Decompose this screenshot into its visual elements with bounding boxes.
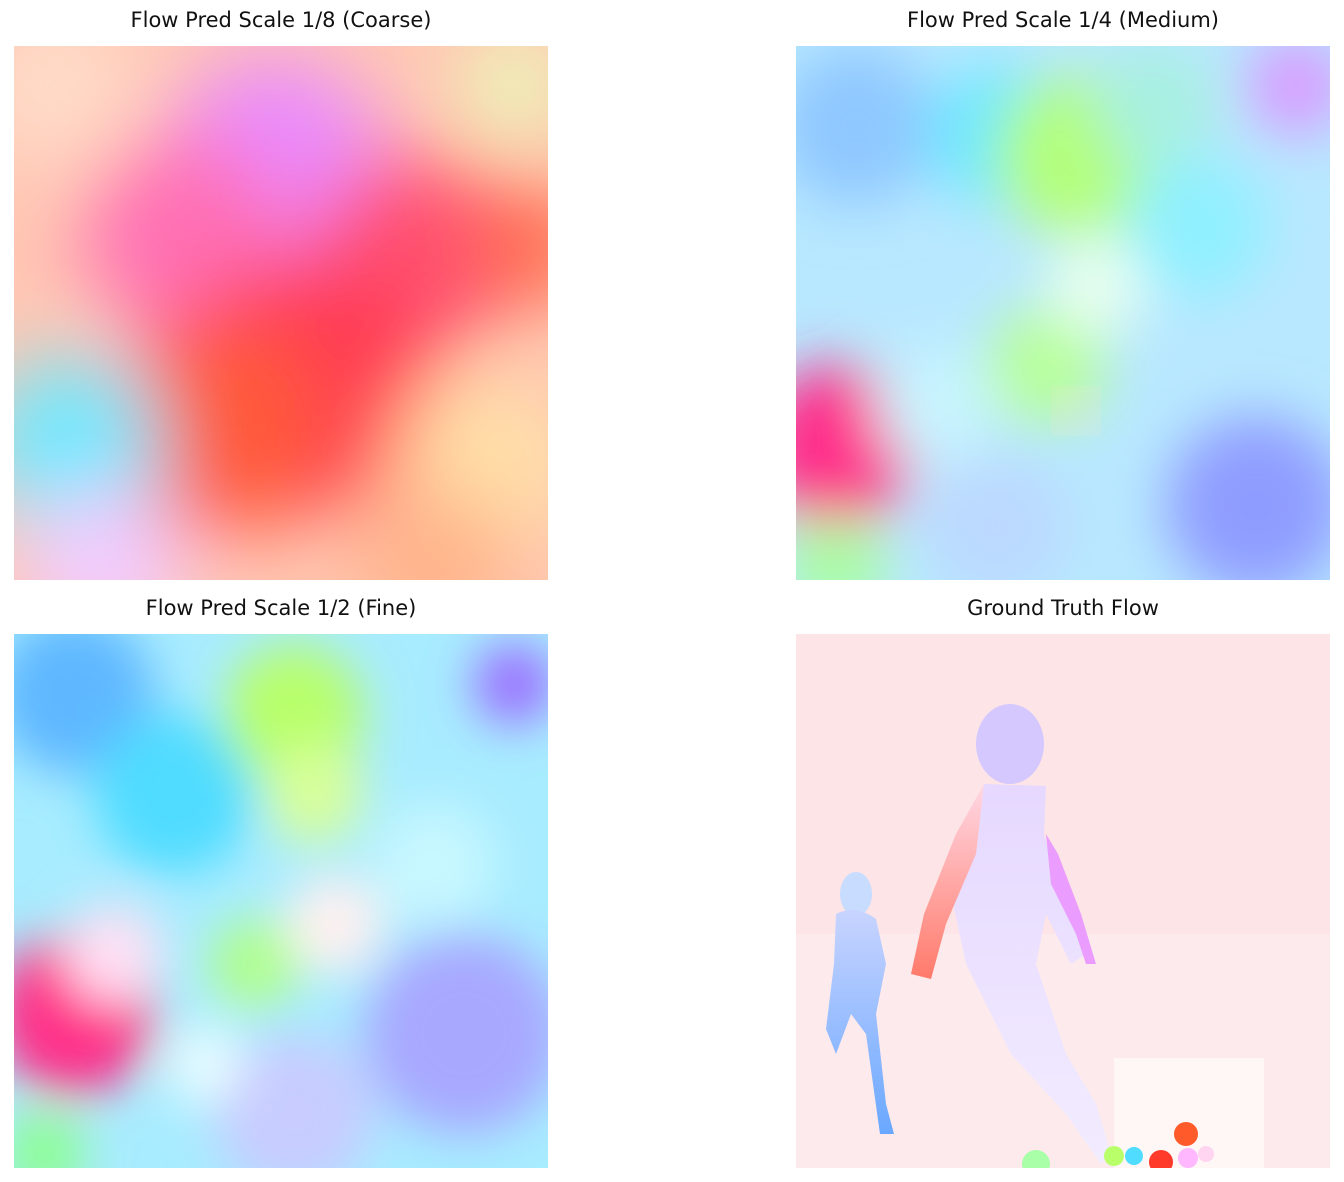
panel-title: Flow Pred Scale 1/4 (Medium) xyxy=(906,8,1219,32)
panel-coarse: Flow Pred Scale 1/8 (Coarse) xyxy=(14,2,548,580)
panel-fine: Flow Pred Scale 1/2 (Fine) xyxy=(14,590,548,1168)
panel-ground-truth: Ground Truth Flow xyxy=(796,590,1330,1168)
medium-flow-image xyxy=(796,46,1330,580)
panel-title: Flow Pred Scale 1/2 (Fine) xyxy=(145,596,417,620)
panel-title: Flow Pred Scale 1/8 (Coarse) xyxy=(130,8,432,32)
balls xyxy=(1022,1122,1214,1168)
panel-medium: Flow Pred Scale 1/4 (Medium) xyxy=(796,2,1330,580)
fine-flow-image xyxy=(14,634,548,1168)
ground-truth-flow-image xyxy=(796,634,1330,1168)
panel-title: Ground Truth Flow xyxy=(967,596,1159,620)
main-figure xyxy=(911,704,1111,1164)
coarse-flow-image xyxy=(14,46,548,580)
small-figure xyxy=(826,872,894,1134)
